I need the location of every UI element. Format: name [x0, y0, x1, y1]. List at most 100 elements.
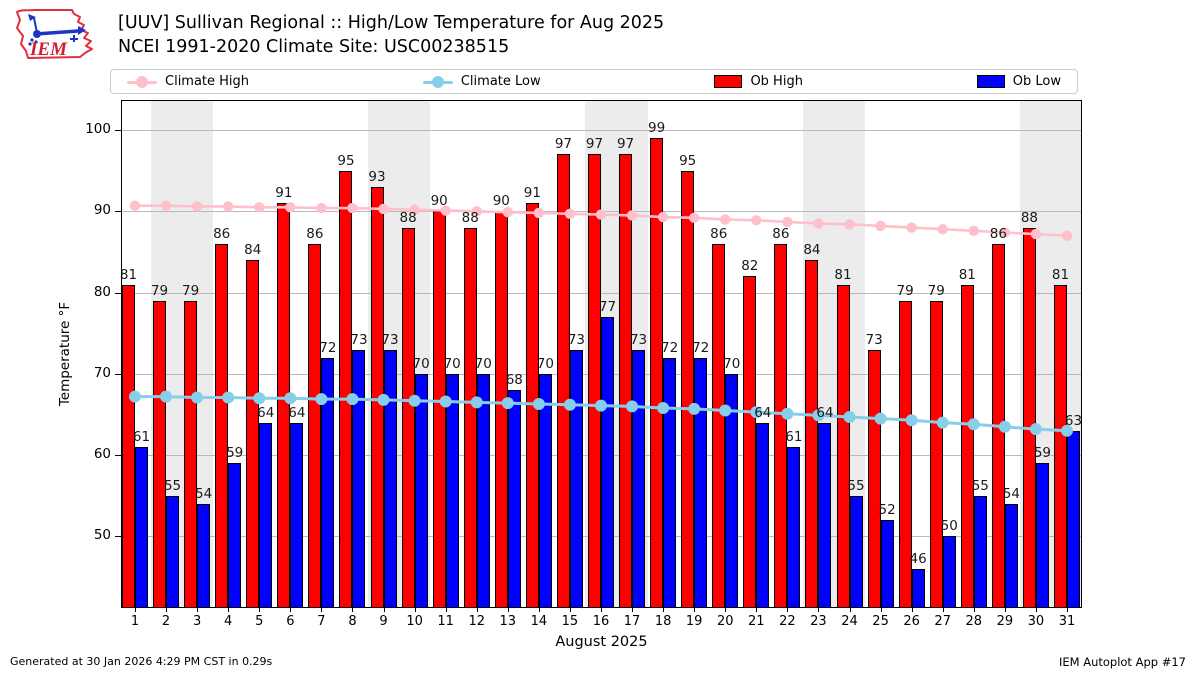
ob-low-value-label: 68 — [505, 372, 523, 389]
climate-low-line-swatch-icon — [422, 75, 453, 89]
x-tick-mark — [197, 608, 199, 612]
ob-low-bar — [352, 349, 366, 608]
x-tick-mark — [259, 608, 261, 612]
page-title: [UUV] Sullivan Regional :: High/Low Temp… — [118, 11, 664, 59]
ob-low-bar — [321, 357, 335, 608]
x-tick-label: 14 — [530, 614, 548, 629]
legend-label: Ob High — [750, 74, 803, 89]
ob-low-bar — [973, 495, 987, 608]
iem-logo: IEM — [16, 9, 93, 60]
climate-high-line-marker — [906, 222, 917, 233]
ob-high-value-label: 79 — [182, 282, 200, 299]
x-tick-mark — [911, 608, 913, 612]
y-tick-mark — [115, 292, 121, 294]
x-tick-label: 3 — [192, 614, 202, 629]
x-tick-mark — [1004, 608, 1006, 612]
x-tick-label: 4 — [224, 614, 233, 629]
ob-high-value-label: 91 — [275, 185, 293, 202]
ob-low-value-label: 64 — [754, 404, 772, 421]
y-tick-mark — [115, 373, 121, 375]
ob-low-value-label: 55 — [847, 477, 865, 494]
ob-high-bar — [153, 300, 167, 608]
x-tick-label: 15 — [561, 614, 579, 629]
ob-high-swatch-icon — [714, 75, 743, 88]
ob-low-value-label: 70 — [443, 355, 461, 372]
title-line-1: [UUV] Sullivan Regional :: High/Low Temp… — [118, 13, 665, 33]
ob-low-bar — [383, 349, 397, 608]
ob-low-value-label: 70 — [536, 355, 554, 372]
climate-high-line-swatch-icon — [127, 75, 157, 89]
x-tick-label: 23 — [810, 614, 827, 629]
x-tick-mark — [663, 608, 665, 612]
ob-low-bar — [1035, 463, 1049, 608]
ob-low-value-label: 63 — [1064, 412, 1083, 429]
ob-high-value-label: 79 — [150, 282, 169, 299]
climate-high-line-marker — [222, 201, 234, 212]
ob-high-value-label: 73 — [865, 331, 883, 348]
ob-high-bar — [122, 284, 135, 608]
ob-high-value-label: 81 — [834, 266, 852, 283]
ob-high-bar — [650, 138, 664, 608]
ob-high-value-label: 84 — [803, 242, 821, 259]
ob-low-bar — [1066, 430, 1080, 608]
x-tick-mark — [321, 608, 323, 612]
generated-timestamp: Generated at 30 Jan 2026 4:29 PM CST in … — [10, 655, 273, 668]
y-tick-mark — [115, 130, 121, 132]
x-tick-mark — [880, 608, 882, 612]
ob-high-bar — [370, 186, 384, 608]
ob-high-value-label: 86 — [710, 225, 728, 242]
climate-high-line-marker — [129, 200, 141, 211]
ob-low-bar — [600, 317, 614, 608]
x-tick-mark — [1066, 608, 1068, 612]
x-tick-label: 17 — [623, 614, 641, 629]
x-tick-label: 10 — [406, 614, 423, 629]
ob-low-value-label: 52 — [878, 502, 896, 519]
ob-low-value-label: 59 — [1033, 445, 1051, 462]
y-tick-label: 60 — [93, 446, 111, 463]
x-tick-label: 24 — [841, 614, 858, 629]
ob-high-bar — [246, 260, 260, 608]
ob-high-value-label: 88 — [1020, 209, 1038, 226]
ob-high-bar — [308, 243, 322, 608]
ob-low-bar — [538, 373, 552, 608]
ob-high-bar — [463, 227, 477, 608]
ob-high-bar — [774, 243, 788, 608]
ob-low-bar — [445, 373, 459, 608]
ob-high-bar — [215, 243, 229, 608]
ob-low-value-label: 73 — [381, 331, 399, 348]
app-credit: IEM Autoplot App #17 — [1058, 655, 1186, 669]
x-tick-label: 7 — [317, 614, 326, 629]
climate-high-line-marker — [751, 215, 762, 226]
legend-label: Climate High — [165, 74, 250, 89]
ob-low-bar — [197, 503, 211, 608]
title-line-2: NCEI 1991-2020 Climate Site: USC00238515 — [118, 37, 510, 57]
x-tick-label: 18 — [654, 614, 672, 629]
y-tick-mark — [115, 211, 121, 213]
x-tick-label: 11 — [437, 614, 454, 629]
x-tick-label: 9 — [379, 614, 388, 629]
climate-high-line-marker — [937, 224, 948, 235]
ob-low-value-label: 72 — [319, 339, 337, 356]
ob-low-value-label: 64 — [816, 404, 834, 421]
x-tick-mark — [476, 608, 478, 612]
ob-high-bar — [339, 170, 353, 608]
x-tick-mark — [414, 608, 416, 612]
x-tick-mark — [290, 608, 292, 612]
x-tick-label: 16 — [592, 614, 610, 629]
climate-high-line-marker — [720, 214, 731, 225]
ob-high-value-label: 79 — [896, 282, 914, 299]
ob-high-bar — [619, 154, 633, 608]
legend-item-climate-low: Climate Low — [422, 74, 541, 89]
ob-high-bar — [556, 154, 570, 608]
ob-high-value-label: 81 — [1051, 266, 1070, 283]
ob-low-value-label: 72 — [661, 339, 679, 356]
ob-high-bar — [494, 211, 508, 608]
ob-low-bar — [632, 349, 646, 608]
ob-low-value-label: 70 — [474, 355, 492, 372]
x-tick-mark — [600, 608, 602, 612]
ob-high-value-label: 86 — [306, 225, 324, 242]
ob-low-bar — [569, 349, 583, 608]
x-tick-label: 1 — [130, 614, 140, 629]
ob-low-bar — [756, 422, 770, 608]
x-tick-mark — [725, 608, 727, 612]
